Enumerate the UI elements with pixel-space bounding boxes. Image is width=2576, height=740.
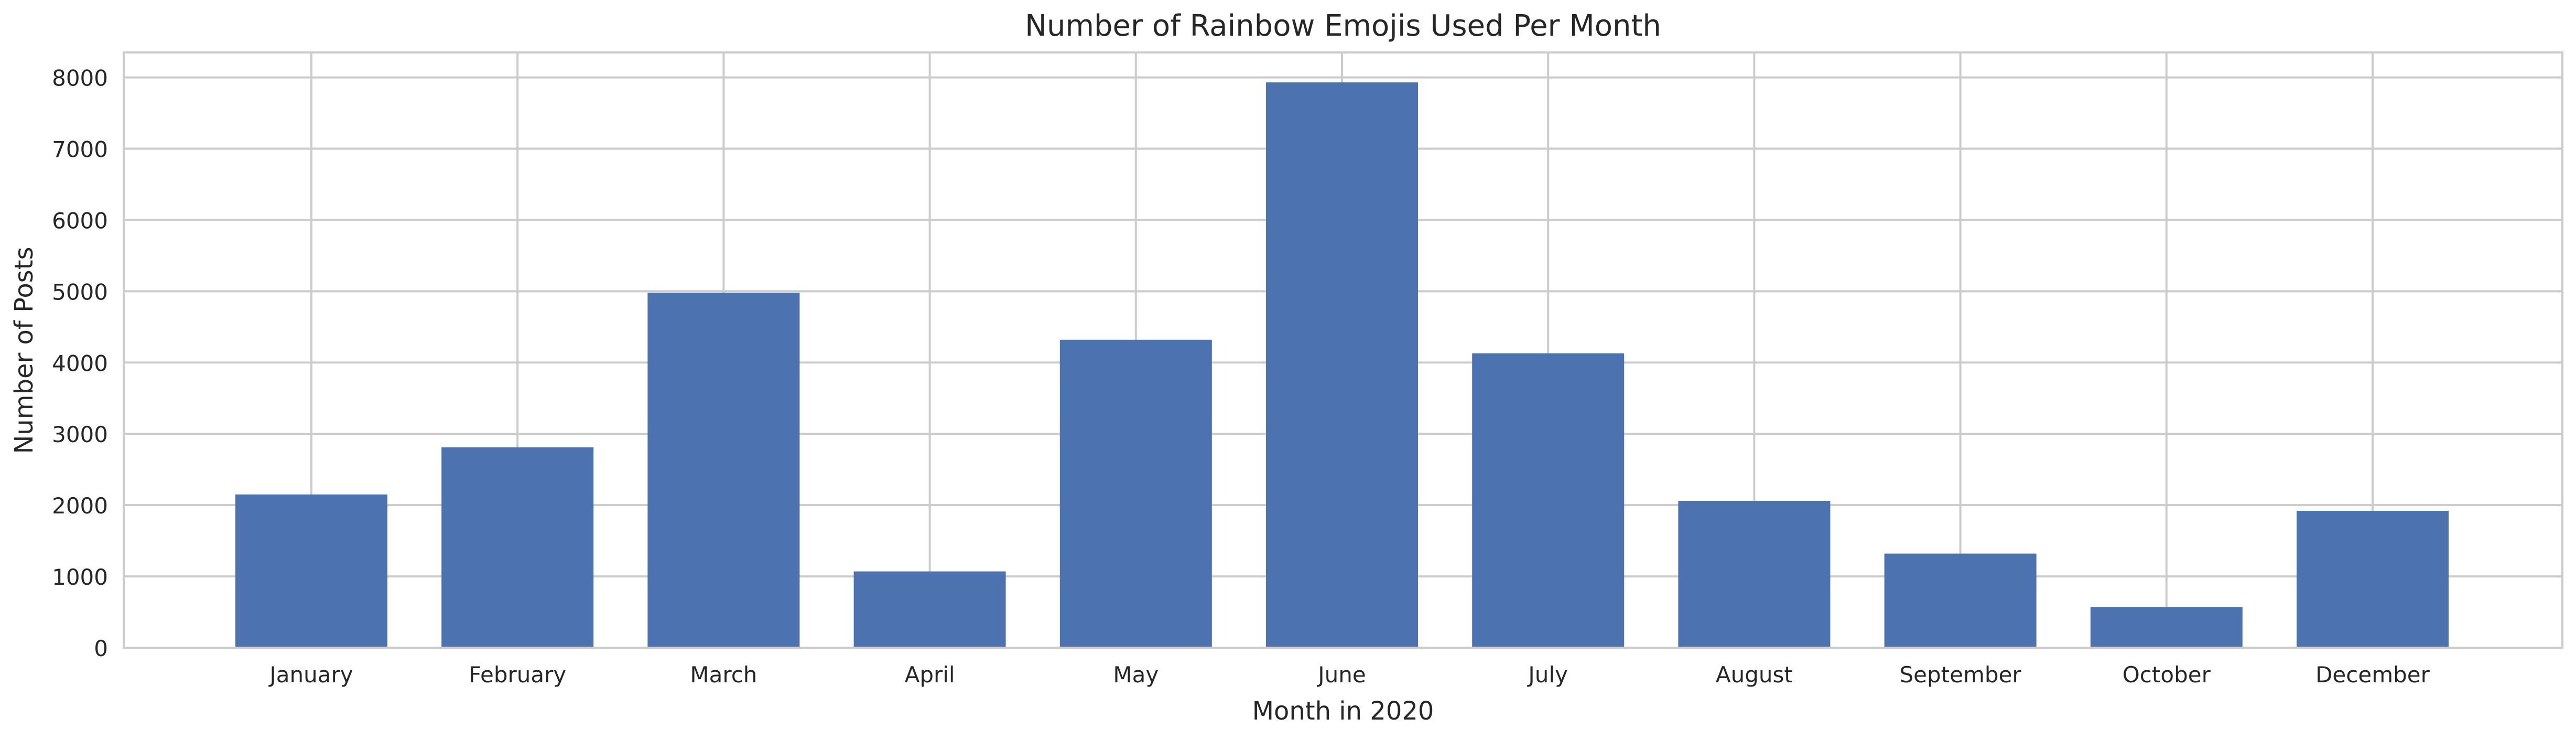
bar-may [1059,339,1212,648]
chart-title: Number of Rainbow Emojis Used Per Month [1025,9,1661,43]
bar-june [1266,82,1418,648]
y-tick-label: 3000 [52,422,108,447]
x-tick-label: December [2315,662,2430,688]
x-tick-label: April [905,662,955,688]
x-tick-label: February [469,662,566,688]
bar-february [441,447,594,648]
y-tick-label: 2000 [52,493,108,519]
x-tick-labels: January February March April May June July Augu… [268,662,2430,688]
bar-april [853,571,1006,648]
x-axis-label: Month in 2020 [1252,696,1434,726]
y-tick-labels: 0 1000 2000 3000 4000 5000 6000 7000 8000 [52,66,108,661]
y-tick-label: 0 [94,636,108,661]
bar-december [2297,511,2449,648]
bar-october [2090,607,2243,648]
y-tick-label: 5000 [52,279,108,305]
bar-august [1678,500,1831,648]
y-axis-label: Number of Posts [9,246,39,454]
bar-september [1884,553,2037,648]
bar-layer [235,82,2449,648]
x-tick-label: June [1316,662,1366,688]
y-tick-label: 1000 [52,564,108,590]
bar-january [235,494,387,648]
x-tick-label: September [1900,662,2022,688]
y-tick-label: 4000 [52,350,108,376]
y-tick-label: 8000 [52,66,108,91]
x-tick-label: July [1527,662,1568,688]
plot-frame [123,51,2563,649]
x-tick-label: October [2123,662,2211,688]
x-tick-label: May [1113,662,1159,688]
y-tick-label: 6000 [52,208,108,233]
bar-march [647,293,800,648]
bar-july [1472,353,1625,648]
x-tick-label: August [1716,662,1793,688]
y-tick-label: 7000 [52,137,108,163]
x-tick-label: March [690,662,757,688]
x-tick-label: January [268,662,353,688]
